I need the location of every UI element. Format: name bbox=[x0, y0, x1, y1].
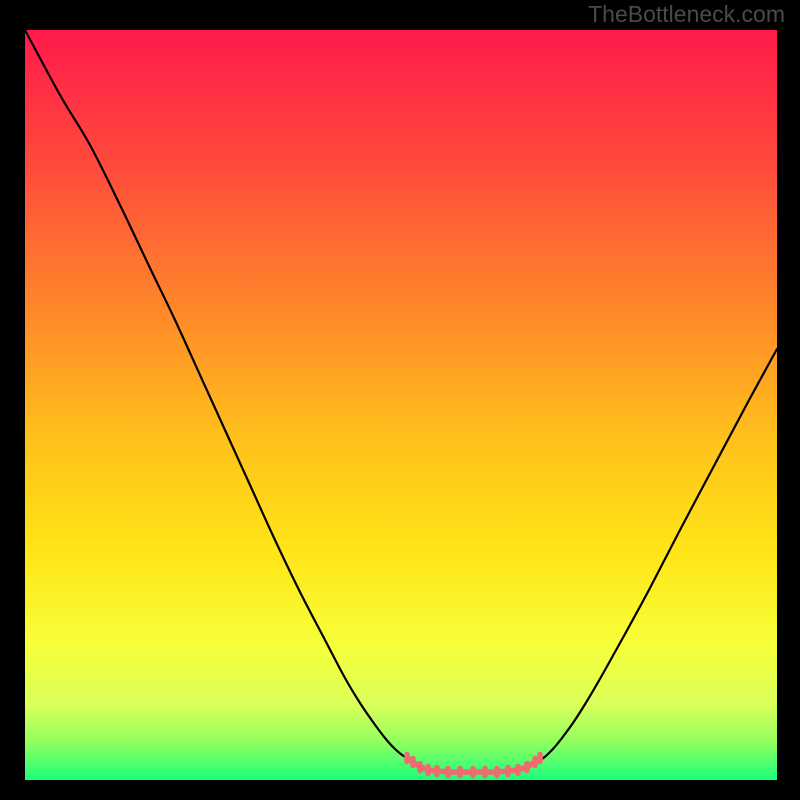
frame-left bbox=[0, 0, 25, 800]
frame-bottom bbox=[0, 780, 800, 800]
plot-background bbox=[25, 30, 777, 780]
frame-right bbox=[777, 0, 800, 800]
chart-container: TheBottleneck.com bbox=[0, 0, 800, 800]
watermark-text: TheBottleneck.com bbox=[588, 1, 785, 27]
bottleneck-chart: TheBottleneck.com bbox=[0, 0, 800, 800]
